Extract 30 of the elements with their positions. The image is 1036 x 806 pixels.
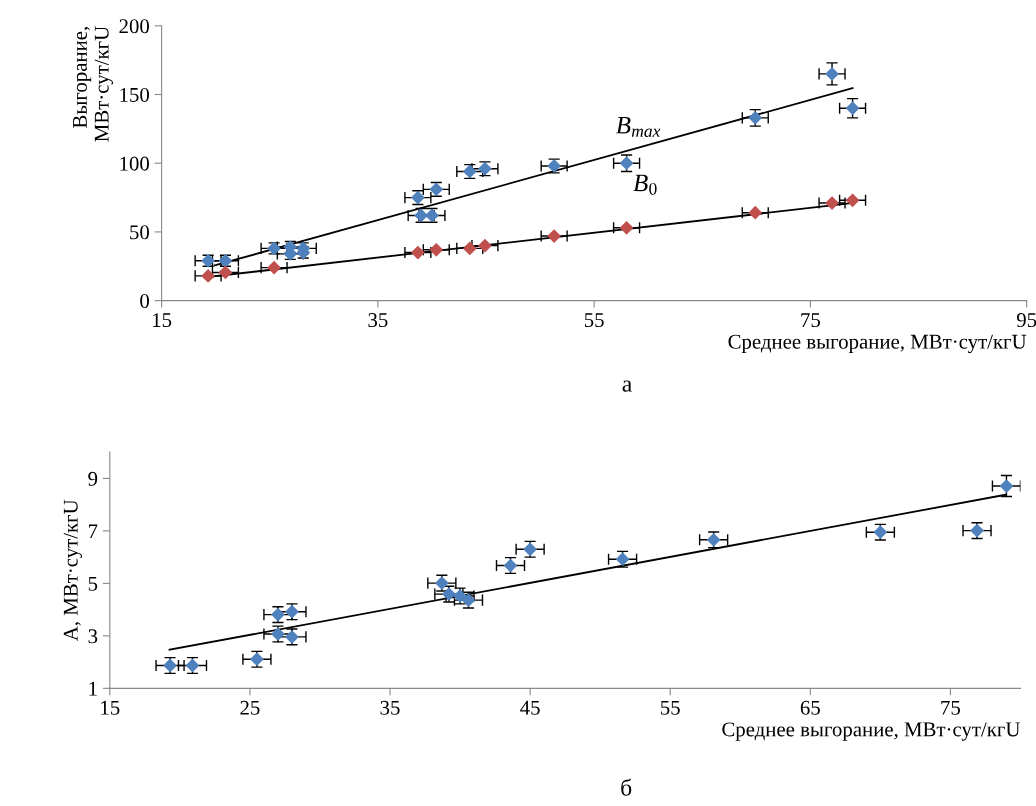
x-tick-label: 15 <box>153 313 172 328</box>
y-axis-title: Выгорание, МВт·сут/кгU <box>73 26 113 142</box>
text: а <box>622 380 632 392</box>
x-tick-label: 45 <box>520 700 540 715</box>
y-tick-label: 9 <box>88 471 98 486</box>
x-tick-label: 35 <box>368 313 388 328</box>
x-tick-label: 65 <box>800 700 820 715</box>
y-tick-label: 5 <box>88 576 98 591</box>
y-tick-label: 100 <box>120 156 150 171</box>
x-tick-label: 55 <box>661 700 680 715</box>
x-axis-title: Среднее выгорание, МВт·сут/кгU <box>728 334 1027 354</box>
x-axis-title: Среднее выгорание, МВт·сут/кгU <box>722 722 1021 741</box>
text: б <box>621 778 632 796</box>
y-tick-label: 3 <box>88 629 98 644</box>
annotation: B$_{max}$ <box>616 117 661 137</box>
annotation: B$_{0}$ <box>633 174 657 195</box>
y-tick-label: 200 <box>119 19 150 34</box>
y-tick-label: 50 <box>130 225 150 240</box>
x-tick-label: 25 <box>240 700 260 715</box>
x-tick-label: 95 <box>1016 313 1036 328</box>
x-tick-label: 75 <box>941 700 961 715</box>
x-tick-label: 75 <box>801 313 821 328</box>
y-tick-label: 7 <box>88 524 98 539</box>
y-tick-label: 0 <box>140 294 150 309</box>
x-tick-label: 35 <box>380 700 400 715</box>
y-axis-title: A, МВт·сут/кгU <box>63 499 83 641</box>
y-tick-label: 1 <box>89 681 97 696</box>
x-tick-label: 55 <box>584 313 604 328</box>
x-tick-label: 15 <box>101 700 120 715</box>
y-tick-label: 150 <box>120 87 150 102</box>
